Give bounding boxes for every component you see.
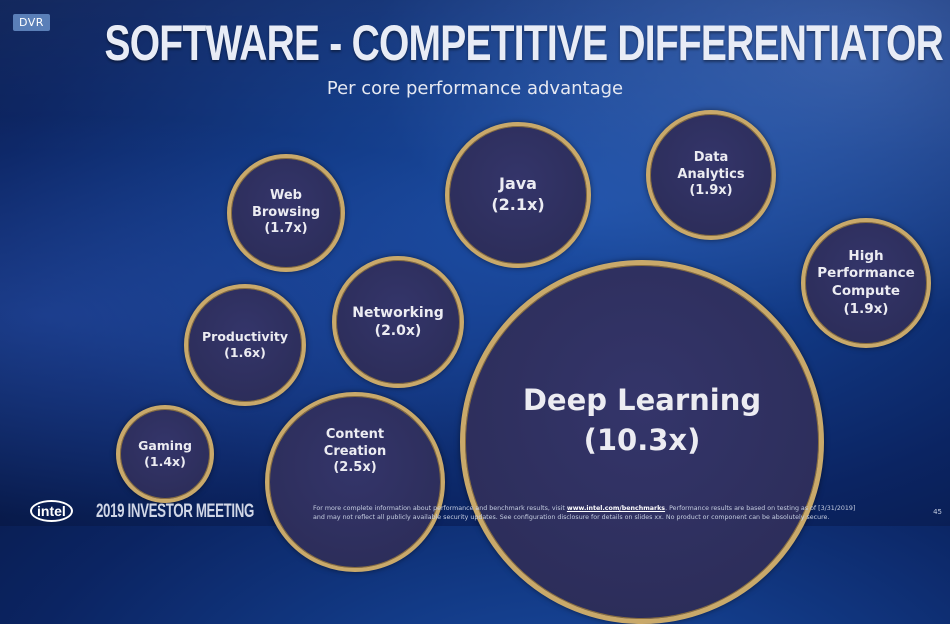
bubble-value: (1.6x) [224,345,266,360]
intel-logo: intel [30,500,73,522]
bubble-java: Java (2.1x) [445,122,591,268]
benchmarks-link[interactable]: www.intel.com/benchmarks [566,505,666,512]
bubble-value: (2.5x) [333,460,377,476]
disclaimer-text: . Performance results are based on testi… [665,505,856,512]
bubble-web-browsing: Web Browsing (1.7x) [227,154,345,272]
bubble-high-performance-compute: High Performance Compute (1.9x) [801,218,931,348]
bubble-value: (1.4x) [144,454,186,469]
slide-subtitle: Per core performance advantage [326,78,624,99]
dvr-badge[interactable]: DVR [13,14,50,31]
bubble-label: Data Analytics [677,149,745,182]
slide-title: SOFTWARE - COMPETITIVE DIFFERENTIATOR [104,15,944,71]
bubble-label: Gaming [138,437,192,453]
bubble-deep-learning: Deep Learning (10.3x) [460,260,824,624]
bubble-value: (1.9x) [689,183,733,199]
bubble-label: Java [499,174,537,194]
bubble-value: (1.7x) [264,221,308,237]
bubble-label: Deep Learning [522,382,762,417]
bubble-label: High Performance Compute [817,247,915,299]
disclaimer-text: For more complete information about perf… [313,505,567,512]
bubble-value: (1.9x) [843,300,889,317]
bubble-gaming: Gaming (1.4x) [116,405,214,503]
bubble-label: Networking [352,304,444,321]
bubble-networking: Networking (2.0x) [332,256,464,388]
bubble-label: Content Creation [323,426,387,459]
bubble-value: (2.1x) [491,195,545,214]
disclaimer: For more complete information about perf… [313,504,855,523]
bubble-label: Web Browsing [251,187,320,220]
page-number: 45 [933,508,942,516]
event-name: 2019 INVESTOR MEETING [96,501,254,522]
disclaimer-text: and may not reflect all publicly availab… [313,514,830,522]
bubble-label: Productivity [202,328,288,344]
bubble-value: (10.3x) [583,423,701,458]
bubble-data-analytics: Data Analytics (1.9x) [646,110,776,240]
bubble-productivity: Productivity (1.6x) [184,284,306,406]
bubble-value: (2.0x) [374,323,422,339]
bubble-content-creation: Content Creation (2.5x) [265,392,445,572]
